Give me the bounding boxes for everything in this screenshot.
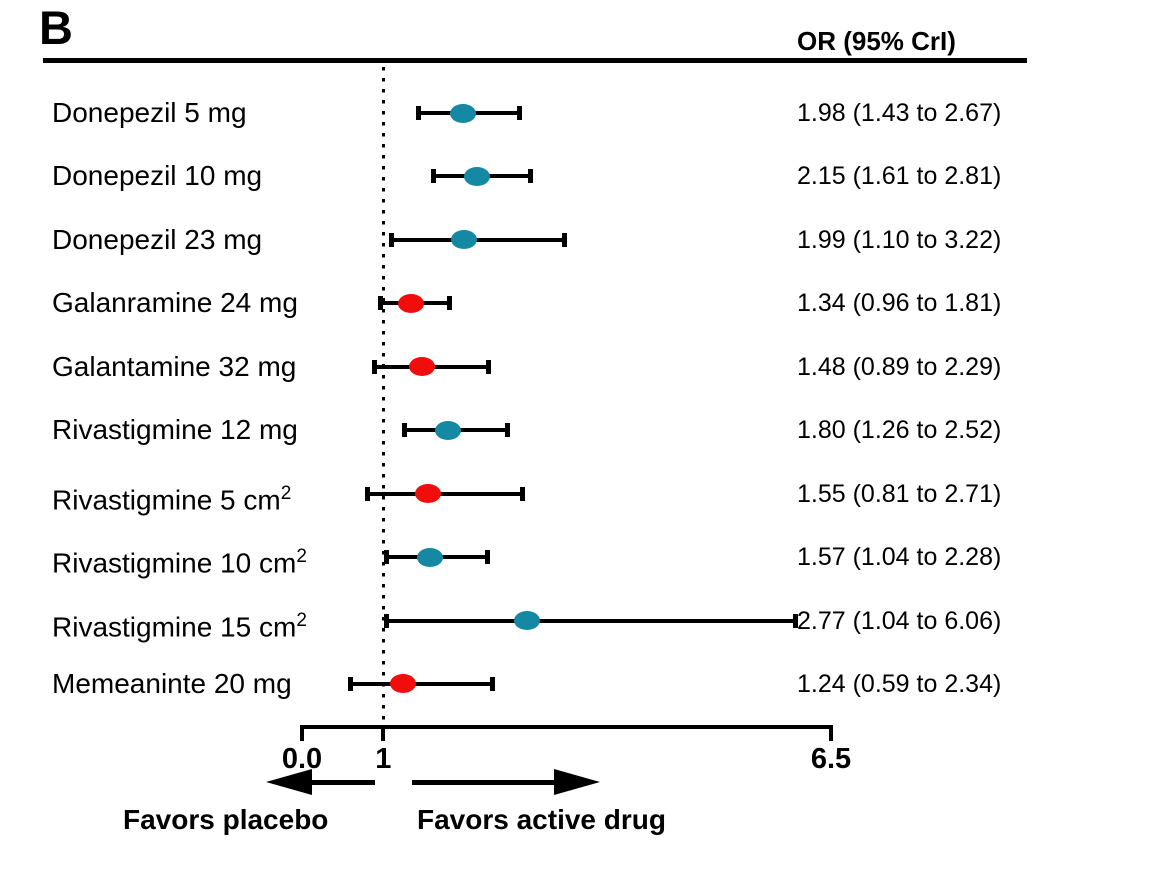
or-point-marker	[450, 230, 477, 250]
drug-label: Galantamine 32 mg	[52, 350, 297, 382]
ci-interval-line	[386, 618, 796, 623]
drug-label-superscript: 2	[296, 609, 307, 631]
or-ci-value: 1.55 (0.81 to 2.71)	[797, 479, 1002, 508]
reference-line-dotted	[381, 67, 385, 725]
or-point-marker	[398, 293, 425, 313]
x-axis-tick	[300, 725, 304, 741]
favors-active-drug-label: Favors active drug	[417, 804, 666, 835]
ci-upper-cap	[485, 359, 491, 374]
ci-lower-cap	[402, 423, 408, 438]
ci-lower-cap	[430, 169, 436, 184]
or-point-marker	[435, 420, 462, 440]
drug-label: Rivastigmine 10 cm2	[52, 546, 307, 579]
or-ci-value: 1.48 (0.89 to 2.29)	[797, 352, 1002, 381]
or-point-marker	[409, 357, 436, 377]
ci-interval-line	[391, 237, 565, 242]
ci-lower-cap	[371, 359, 377, 374]
ci-lower-cap	[389, 232, 395, 247]
drug-label: Donepezil 10 mg	[52, 160, 263, 192]
ci-upper-cap	[504, 423, 510, 438]
or-point-marker	[416, 547, 443, 567]
ci-lower-cap	[377, 296, 383, 311]
ci-upper-cap	[561, 232, 567, 247]
or-ci-value: 1.99 (1.10 to 3.22)	[797, 225, 1002, 254]
ci-lower-cap	[415, 106, 421, 120]
drug-label: Rivastigmine 15 cm2	[52, 609, 307, 642]
x-axis-tick-label: 6.5	[810, 743, 852, 775]
drug-label: Rivastigmine 5 cm2	[52, 482, 292, 515]
ci-upper-cap	[489, 676, 495, 691]
x-axis-tick	[829, 725, 833, 741]
or-ci-value: 1.24 (0.59 to 2.34)	[797, 669, 1002, 698]
ci-upper-cap	[516, 106, 522, 120]
header-rule	[43, 58, 1027, 63]
or-ci-value: 1.80 (1.26 to 2.52)	[797, 416, 1002, 445]
or-point-marker	[389, 674, 416, 694]
ci-upper-cap	[485, 550, 491, 565]
drug-label: Donepezil 5 mg	[52, 97, 247, 128]
or-ci-value: 1.57 (1.04 to 2.28)	[797, 543, 1002, 572]
ci-lower-cap	[347, 676, 353, 691]
ci-interval-line	[367, 491, 523, 496]
favors-active-arrow-shaft	[412, 780, 557, 785]
ci-upper-cap	[446, 296, 452, 311]
or-ci-value: 1.98 (1.43 to 2.67)	[797, 99, 1002, 127]
drug-label: Donepezil 23 mg	[52, 223, 263, 255]
ci-lower-cap	[365, 486, 371, 501]
ci-lower-cap	[384, 613, 390, 628]
ci-interval-line	[350, 681, 493, 686]
x-axis-line	[302, 725, 833, 729]
favors-placebo-label: Favors placebo	[123, 804, 329, 835]
drug-label-superscript: 2	[296, 546, 307, 568]
ci-upper-cap	[520, 486, 526, 501]
favors-active-arrowhead-icon	[554, 769, 600, 795]
or-ci-value: 2.77 (1.04 to 6.06)	[797, 606, 1002, 635]
or-point-marker	[415, 484, 442, 504]
favors-placebo-arrowhead-icon	[266, 769, 312, 795]
drug-label: Galanramine 24 mg	[52, 287, 298, 319]
drug-label-superscript: 2	[280, 482, 292, 504]
drug-label: Memeaninte 20 mg	[52, 667, 292, 699]
or-point-marker	[514, 611, 541, 631]
or-ci-value: 2.15 (1.61 to 2.81)	[797, 162, 1002, 191]
or-ci-value: 1.34 (0.96 to 1.81)	[797, 289, 1002, 318]
favors-placebo-arrow-shaft	[308, 780, 375, 785]
x-axis-tick-label: 1	[375, 743, 392, 775]
panel-label: B	[39, 1, 74, 54]
ci-upper-cap	[792, 613, 798, 628]
ci-lower-cap	[384, 550, 390, 565]
or-point-marker	[463, 166, 490, 186]
drug-label: Rivastigmine 12 mg	[52, 414, 298, 446]
or-point-marker	[450, 103, 477, 123]
x-axis-tick	[381, 725, 386, 741]
ci-upper-cap	[528, 169, 534, 184]
or-column-header: OR (95% CrI)	[797, 26, 956, 56]
